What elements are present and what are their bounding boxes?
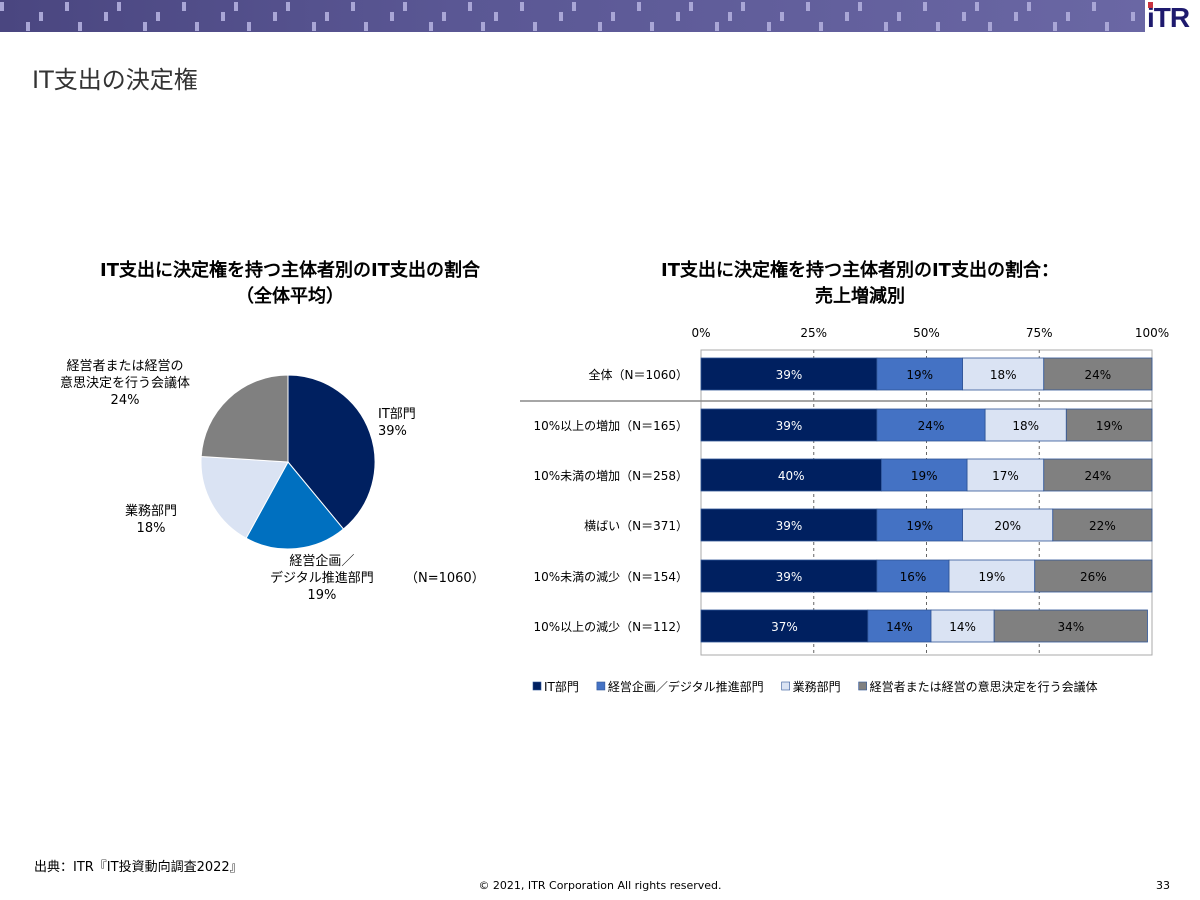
bar-subtitle: 売上増減別 xyxy=(815,286,905,307)
data-label: 39% xyxy=(776,570,803,584)
x-tick-label: 75% xyxy=(1026,326,1053,340)
bar-segment xyxy=(930,609,995,643)
data-label: 20% xyxy=(994,519,1021,533)
bar-segment xyxy=(876,559,950,593)
bar-segment xyxy=(1034,559,1153,593)
data-label: 34% xyxy=(1057,620,1084,634)
category-label: 全体（N＝1060） xyxy=(588,367,688,382)
bar-segment xyxy=(700,559,878,593)
data-label: 40% xyxy=(778,469,805,483)
pie-slice xyxy=(200,374,289,463)
data-label: 19% xyxy=(1096,419,1123,433)
header-banner xyxy=(0,0,1145,32)
legend-label: 経営者または経営の意思決定を行う会議体 xyxy=(870,679,1098,694)
pie-subtitle: （全体平均） xyxy=(236,286,344,307)
category-label: 10%未満の増加（N＝258） xyxy=(533,469,688,483)
page-number: 33 xyxy=(1156,879,1170,892)
legend-swatch xyxy=(858,681,867,691)
data-label: 24% xyxy=(918,419,945,433)
page-title: IT支出の決定権 xyxy=(32,66,198,94)
data-label: 19% xyxy=(911,469,938,483)
legend-swatch xyxy=(596,681,606,691)
pie-title: IT支出に決定権を持つ主体者別のIT支出の割合 xyxy=(100,260,480,281)
bar-segment xyxy=(876,357,963,391)
data-label: 19% xyxy=(979,570,1006,584)
bar-segment xyxy=(966,458,1045,492)
bar-segment xyxy=(876,408,986,442)
pie-label: IT部門 39% xyxy=(378,407,416,439)
category-label: 10%以上の減少（N＝112） xyxy=(533,619,688,634)
data-label: 39% xyxy=(776,519,803,533)
bar-segment xyxy=(1065,408,1153,442)
pie-chart xyxy=(200,374,376,550)
data-label: 18% xyxy=(990,368,1017,382)
x-tick-label: 100% xyxy=(1135,326,1169,340)
x-tick-label: 0% xyxy=(691,326,710,340)
data-label: 17% xyxy=(992,469,1019,483)
data-label: 19% xyxy=(906,519,933,533)
bar-segment xyxy=(1052,508,1153,542)
data-label: 19% xyxy=(906,368,933,382)
pie-chart-title: IT支出に決定権を持つ主体者別のIT支出の割合 （全体平均） xyxy=(40,258,540,310)
pie-slice xyxy=(200,456,289,539)
bar-chart: 0% 25% 50% 75% 100% 全体（N＝1060） 39% 19% 18% 24% 10%… xyxy=(520,326,1169,694)
category-label: 10%以上の増加（N＝165） xyxy=(533,419,688,433)
bar-chart-title: IT支出に決定権を持つ主体者別のIT支出の割合： 売上増減別 xyxy=(580,258,1140,310)
legend-label: IT部門 xyxy=(544,679,579,694)
x-tick-label: 25% xyxy=(800,326,827,340)
data-label: 37% xyxy=(771,620,798,634)
legend-swatch xyxy=(781,681,790,691)
category-label: 10%未満の減少（N＝154） xyxy=(533,569,688,584)
bar-segment xyxy=(1043,357,1153,391)
bar-segment xyxy=(993,609,1148,643)
data-label: 14% xyxy=(949,620,976,634)
data-label: 39% xyxy=(776,368,803,382)
copyright: © 2021, ITR Corporation All rights reser… xyxy=(478,879,722,892)
data-label: 22% xyxy=(1089,519,1116,533)
bar-segment xyxy=(1043,458,1153,492)
pie-label: 経営企画／ デジタル推進部門 19% xyxy=(270,554,374,603)
bar-segment xyxy=(700,408,878,442)
data-label: 39% xyxy=(776,419,803,433)
bar-segment xyxy=(700,458,882,492)
pie-n-note: （N=1060） xyxy=(405,571,485,586)
bar-segment xyxy=(700,609,869,643)
pie-label: 経営者または経営の 意思決定を行う会議体 24% xyxy=(60,359,191,408)
pie-slice xyxy=(287,374,376,530)
pie-label: 業務部門 18% xyxy=(125,504,178,536)
data-label: 26% xyxy=(1080,570,1107,584)
pie-slice xyxy=(245,461,345,550)
itr-logo: iTR xyxy=(1147,2,1190,33)
bar-segment xyxy=(962,508,1054,542)
category-label: 横ばい（N＝371） xyxy=(584,519,688,533)
legend-label: 業務部門 xyxy=(793,679,841,694)
bar-segment xyxy=(948,559,1036,593)
bar-segment xyxy=(962,357,1045,391)
bar-title: IT支出に決定権を持つ主体者別のIT支出の割合： xyxy=(661,260,1059,281)
data-label: 18% xyxy=(1012,419,1039,433)
x-tick-label: 50% xyxy=(913,326,940,340)
data-label: 24% xyxy=(1085,469,1112,483)
data-label: 16% xyxy=(900,570,927,584)
bar-segment xyxy=(867,609,932,643)
legend-swatch xyxy=(532,681,542,691)
legend-label: 経営企画／デジタル推進部門 xyxy=(608,679,764,694)
bar-segment xyxy=(984,408,1067,442)
data-label: 24% xyxy=(1085,368,1112,382)
bar-segment xyxy=(700,508,878,542)
bar-segment xyxy=(881,458,968,492)
data-label: 14% xyxy=(886,620,913,634)
source-note: 出典：ITR『IT投資動向調査2022』 xyxy=(34,860,243,875)
bar-segment xyxy=(700,357,878,391)
